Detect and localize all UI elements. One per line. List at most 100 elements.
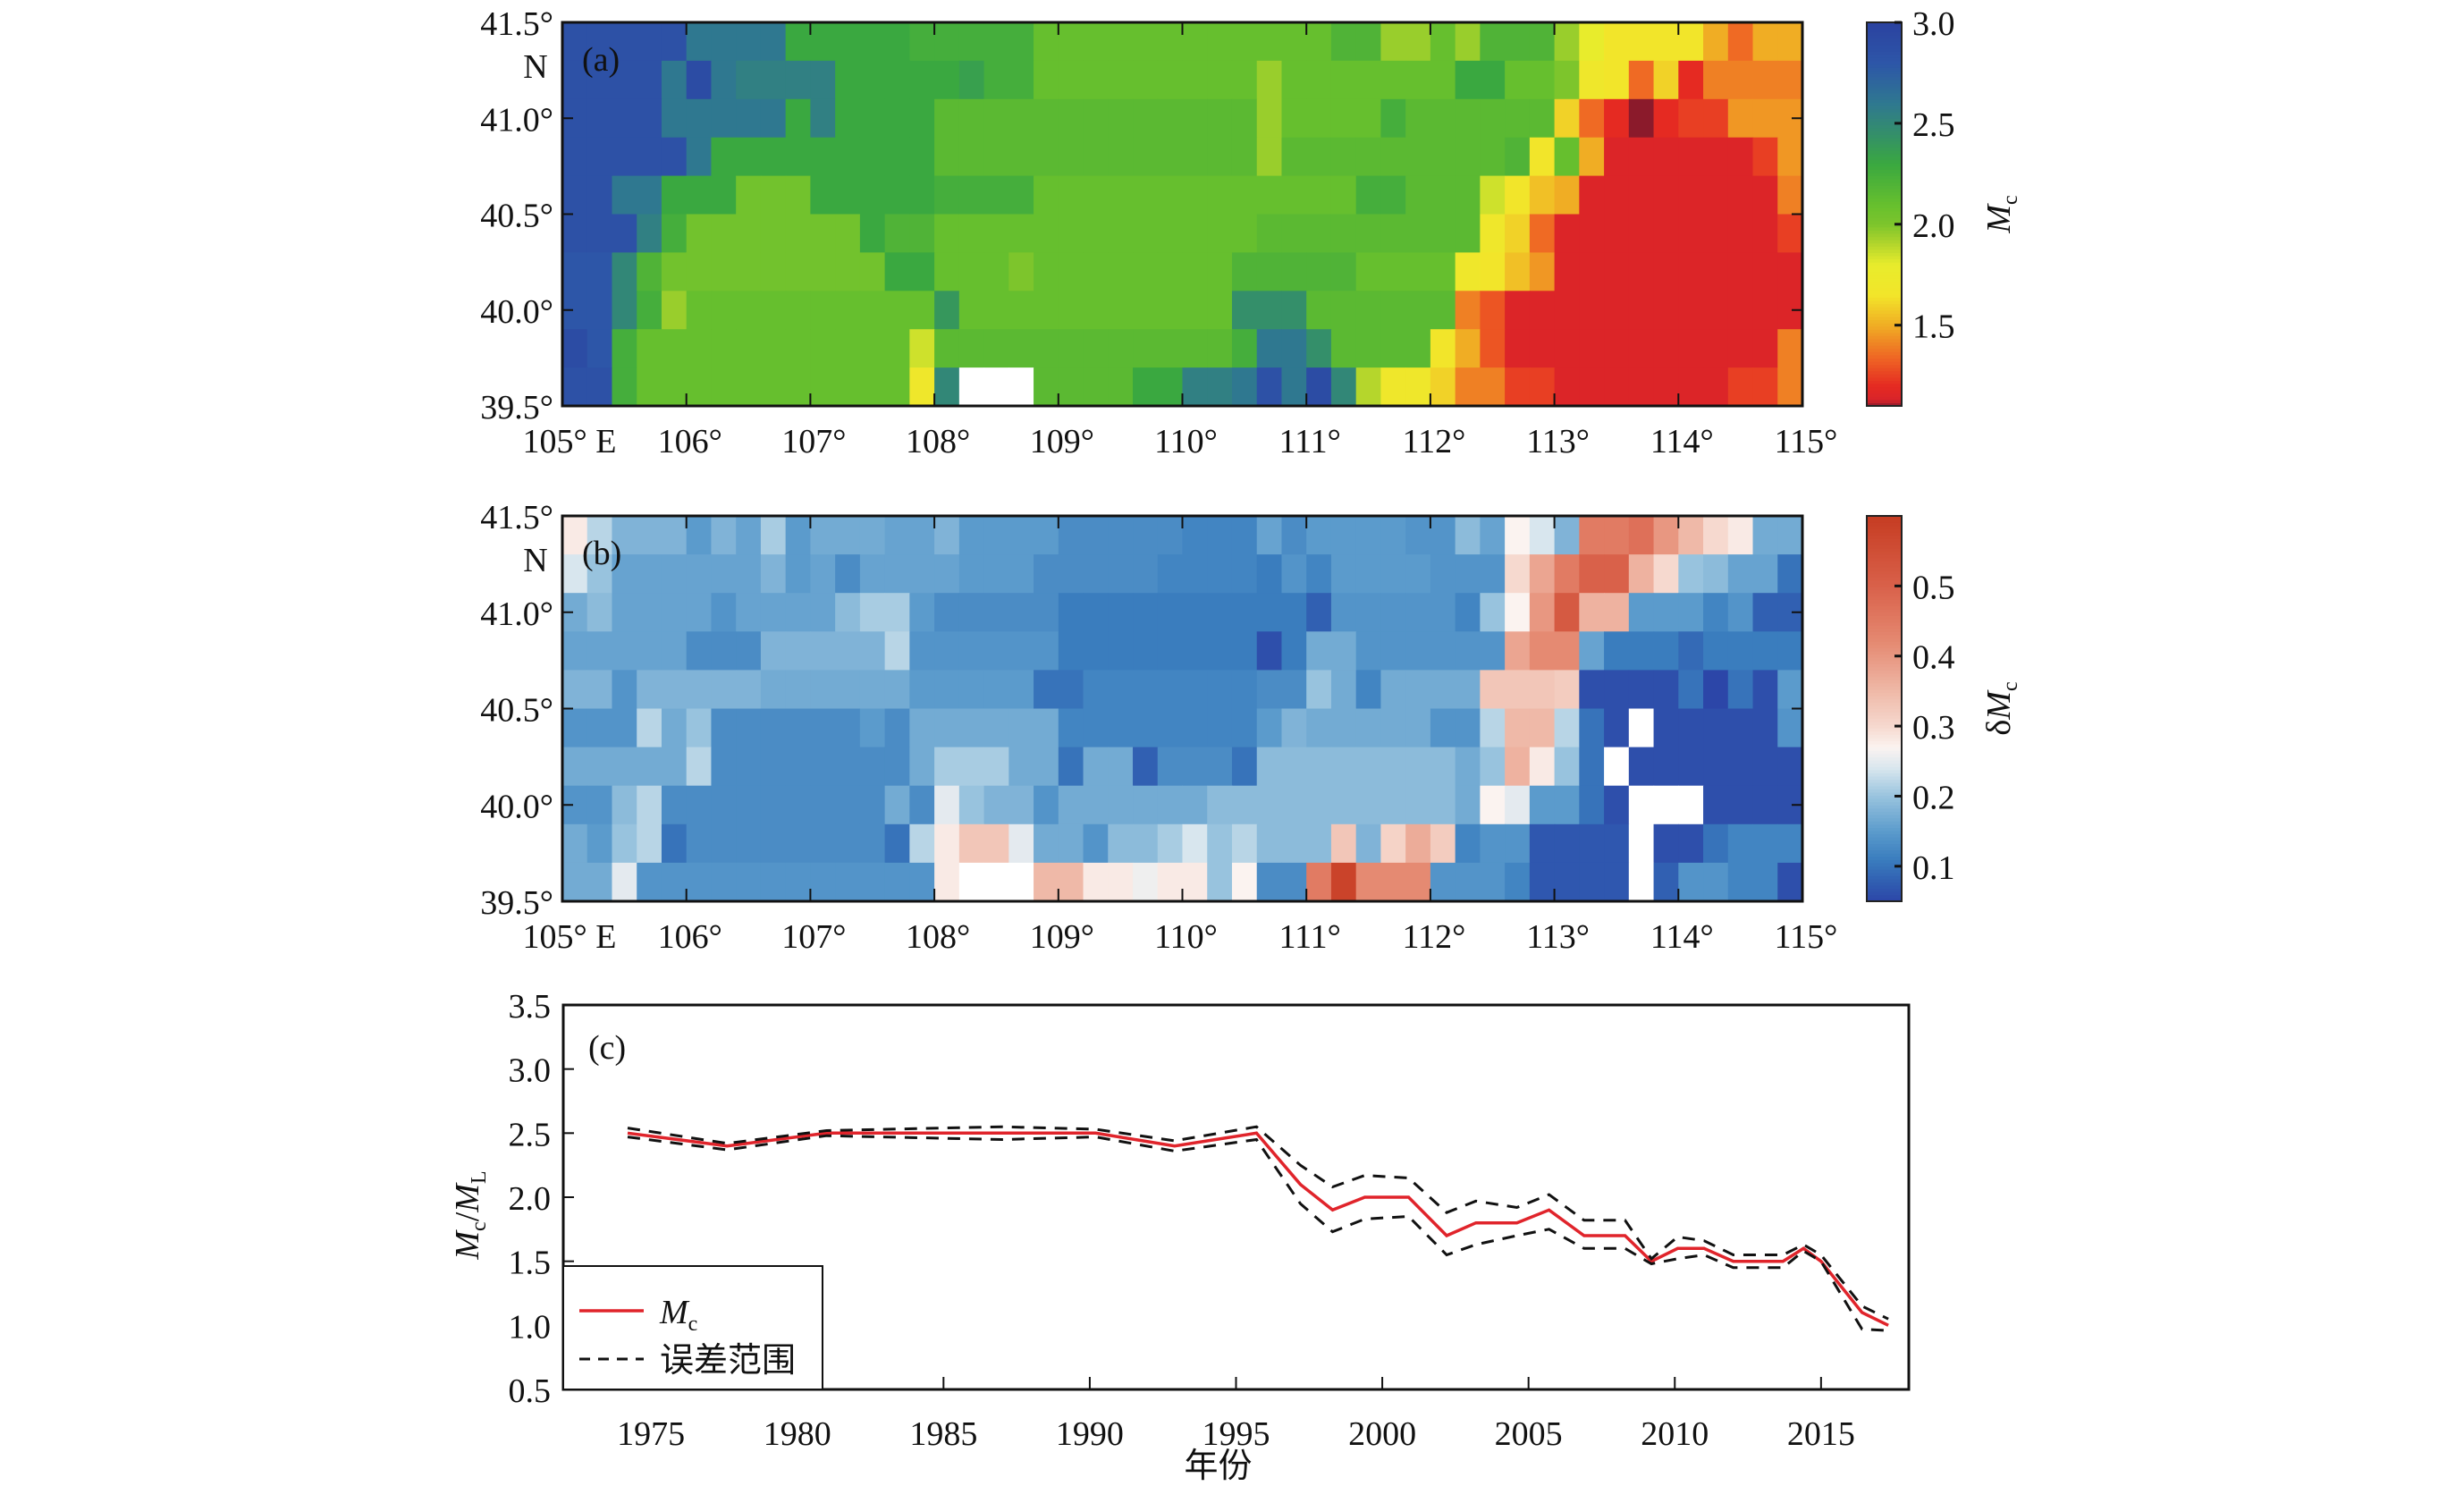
heatmap-cell <box>1034 823 1059 864</box>
colorbar-segment <box>1867 364 1902 368</box>
colorbar-segment <box>1867 798 1902 803</box>
heatmap-cell <box>810 554 836 594</box>
heatmap-cell <box>1157 862 1184 902</box>
heatmap-cell <box>711 252 737 291</box>
heatmap-cell <box>1380 291 1406 330</box>
heatmap-cell <box>1430 554 1456 594</box>
heatmap-cell <box>1058 137 1084 177</box>
heatmap-cell <box>661 747 688 787</box>
heatmap-cell <box>736 367 762 407</box>
heatmap-cell <box>1430 137 1456 177</box>
colorbar-segment <box>1867 634 1902 639</box>
heatmap-cell <box>1083 862 1109 902</box>
heatmap-cell <box>1703 175 1729 215</box>
heatmap-cell <box>1058 631 1084 671</box>
colorbar-segment <box>1867 753 1902 757</box>
colorbar-segment <box>1867 124 1902 129</box>
colorbar-segment <box>1867 51 1902 55</box>
heatmap-cell <box>1380 367 1406 407</box>
heatmap-cell <box>1034 670 1059 710</box>
heatmap-cell <box>810 516 836 555</box>
heatmap-cell <box>661 670 688 710</box>
heatmap-cell <box>1133 708 1159 748</box>
heatmap-cell <box>1008 631 1034 671</box>
heatmap-cell <box>1455 98 1481 139</box>
heatmap-cell <box>1281 554 1307 594</box>
heatmap-cell <box>1281 214 1307 253</box>
heatmap-cell <box>884 98 910 139</box>
heatmap-cell <box>1083 516 1109 555</box>
heatmap-cell <box>835 367 861 407</box>
heatmap-cell <box>1727 329 1754 368</box>
heatmap-cell <box>1231 98 1258 139</box>
heatmap-cell <box>1306 22 1332 62</box>
heatmap-cell <box>1355 60 1382 100</box>
heatmap-cell <box>1380 175 1406 215</box>
x-tick-label: 1985 <box>909 1415 977 1453</box>
heatmap-cell <box>1777 60 1803 100</box>
colorbar-segment <box>1867 522 1902 527</box>
heatmap-cell <box>637 747 662 787</box>
heatmap-cell <box>934 329 960 368</box>
heatmap-cell <box>661 516 688 555</box>
colorbar-segment <box>1867 833 1902 838</box>
heatmap-cell <box>1727 367 1754 407</box>
heatmap-cell <box>1405 631 1431 671</box>
heatmap-cell <box>983 291 1009 330</box>
heatmap-cell <box>686 823 713 864</box>
colorbar-title: Mc <box>1980 195 2022 233</box>
colorbar-segment <box>1867 545 1902 549</box>
colorbar-segment <box>1867 676 1902 680</box>
heatmap-cell <box>1529 862 1556 902</box>
heatmap-cell <box>785 98 811 139</box>
heatmap-cell <box>1430 291 1456 330</box>
heatmap-cell <box>785 137 811 177</box>
heatmap-cell <box>1083 22 1109 62</box>
colorbar-segment <box>1867 399 1902 404</box>
heatmap-cell <box>1281 516 1307 555</box>
colorbar-segment <box>1867 258 1902 263</box>
colorbar-segment <box>1867 191 1902 196</box>
heatmap-cell <box>835 593 861 632</box>
legend-label-main: M <box>659 1294 690 1331</box>
x-tick-label: 107° <box>781 423 846 460</box>
heatmap-cell <box>1752 785 1778 825</box>
heatmap-cell <box>1058 554 1084 594</box>
heatmap-cell <box>711 137 737 177</box>
heatmap-cell <box>1380 785 1406 825</box>
heatmap-cell <box>661 367 688 407</box>
heatmap-cell <box>1604 823 1630 864</box>
heatmap-cell <box>909 329 935 368</box>
heatmap-cell <box>1604 785 1630 825</box>
heatmap-cell <box>1256 22 1283 62</box>
heatmap-cell <box>785 670 811 710</box>
colorbar-segment <box>1867 47 1902 52</box>
heatmap-cell <box>1678 214 1704 253</box>
heatmap-cell <box>884 554 910 594</box>
colorbar-segment <box>1867 599 1902 604</box>
heatmap-cell <box>1455 329 1481 368</box>
heatmap-cell <box>1703 516 1729 555</box>
heatmap-cell <box>1628 329 1655 368</box>
heatmap-cell <box>909 593 935 632</box>
x-tick-label: 113° <box>1526 918 1590 956</box>
heatmap-cell <box>1008 708 1034 748</box>
heatmap-cell <box>1157 823 1184 864</box>
colorbar-segment <box>1867 242 1902 247</box>
colorbar-segment <box>1867 163 1902 167</box>
y-tick-label: 40.0° <box>480 788 553 825</box>
colorbar-tick-label: 0.3 <box>1912 709 1955 747</box>
heatmap-cell <box>1355 823 1382 864</box>
heatmap-cell <box>612 329 637 368</box>
heatmap-cell <box>1157 631 1184 671</box>
heatmap-cell <box>760 785 787 825</box>
y-tick-label: 41.0° <box>480 101 553 139</box>
heatmap-cell <box>1554 367 1580 407</box>
heatmap-cell <box>859 22 886 62</box>
colorbar-segment <box>1867 628 1902 632</box>
heatmap-cell <box>909 670 935 710</box>
colorbar-segment <box>1867 159 1902 164</box>
heatmap-cell <box>586 747 613 787</box>
heatmap-cell <box>1703 631 1729 671</box>
heatmap-cell <box>1579 175 1605 215</box>
